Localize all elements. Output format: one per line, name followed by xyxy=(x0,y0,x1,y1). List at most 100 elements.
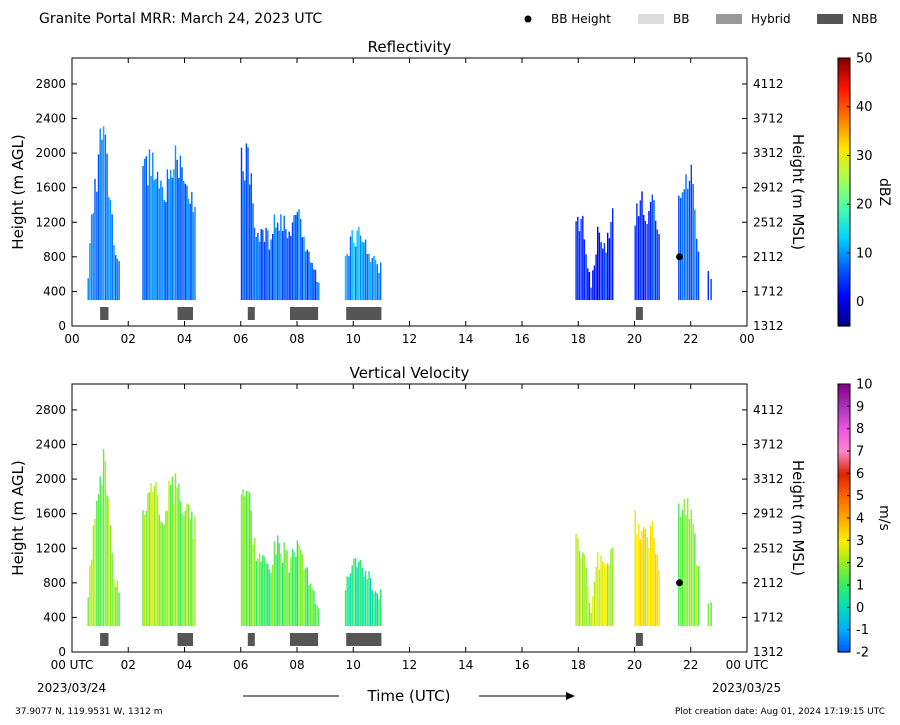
echo-segment xyxy=(240,489,320,627)
echo-column xyxy=(111,214,113,300)
colorbar-band xyxy=(838,500,850,503)
colorbar-band xyxy=(838,321,850,325)
echo-column xyxy=(176,487,178,627)
echo-column xyxy=(108,197,110,301)
y2-tick-label: 3712 xyxy=(753,112,784,126)
echo-column xyxy=(99,128,101,300)
echo-column xyxy=(262,229,264,301)
echo-column xyxy=(187,504,190,626)
echo-column xyxy=(639,200,641,300)
bright-band-bar xyxy=(346,307,382,320)
colorbar-band xyxy=(838,118,850,122)
echo-column xyxy=(113,245,115,301)
colorbar-band xyxy=(838,194,850,198)
time-arrow-head xyxy=(566,692,575,700)
echo-column xyxy=(605,565,607,626)
x-tick-label: 12 xyxy=(402,332,417,346)
colorbar-band xyxy=(838,218,850,222)
echo-column xyxy=(290,557,292,627)
colorbar-band xyxy=(838,133,850,137)
colorbar-band xyxy=(838,573,850,577)
colorbar-band xyxy=(838,100,850,104)
colorbar-band xyxy=(838,413,850,416)
echo-column xyxy=(168,480,170,627)
echo-column xyxy=(194,516,196,627)
echo-column xyxy=(316,605,318,627)
echo-column xyxy=(143,158,146,300)
echo-column xyxy=(194,206,196,300)
colorbar-band xyxy=(838,256,850,260)
colorbar-band xyxy=(838,647,850,651)
echo-column xyxy=(286,550,289,627)
echo-column xyxy=(280,214,282,301)
echo-column xyxy=(577,537,579,627)
x-tick-label: 10 xyxy=(346,332,361,346)
echo-column xyxy=(189,519,191,626)
bright-band-bar xyxy=(290,633,319,646)
colorbar-band xyxy=(838,513,850,517)
echo-column xyxy=(96,191,98,301)
colorbar-band xyxy=(838,495,850,499)
colorbar-band xyxy=(838,212,850,215)
colorbar-band xyxy=(838,627,850,631)
colorbar-tick-label: 3 xyxy=(856,534,864,549)
echo-column xyxy=(353,242,355,300)
echo-column xyxy=(303,569,305,627)
echo-column xyxy=(171,476,173,627)
echo-column xyxy=(314,269,317,301)
echo-column xyxy=(277,222,279,301)
colorbar-band xyxy=(838,200,850,204)
y-tick-label: 1600 xyxy=(35,507,66,521)
echo-column xyxy=(142,166,144,301)
colorbar-band xyxy=(838,408,850,412)
colorbar-tick-label: 40 xyxy=(856,100,873,115)
echo-column xyxy=(173,169,175,300)
colorbar-band xyxy=(838,462,850,465)
echo-column xyxy=(160,521,162,626)
echo-column xyxy=(366,579,368,627)
echo-column xyxy=(106,153,108,301)
colorbar-band xyxy=(838,62,850,66)
echo-column xyxy=(247,490,249,626)
colorbar-band xyxy=(838,386,850,390)
echo-column xyxy=(380,262,382,301)
colorbar-band xyxy=(838,107,850,110)
echo-column xyxy=(692,183,694,301)
echo-column xyxy=(595,566,597,627)
colorbar-band xyxy=(838,145,850,148)
colorbar-band xyxy=(838,415,850,419)
colorbar-band xyxy=(838,640,850,644)
colorbar-band xyxy=(838,189,850,193)
echo-column xyxy=(303,236,305,300)
echo-column xyxy=(288,231,290,301)
echo-column xyxy=(181,513,183,627)
colorbar-band xyxy=(838,89,850,93)
colorbar-tick-label: 4 xyxy=(856,512,864,527)
echo-column xyxy=(694,533,696,627)
colorbar-band xyxy=(838,138,850,142)
echo-column xyxy=(371,257,373,301)
colorbar-band xyxy=(838,247,850,251)
echo-column xyxy=(318,282,320,301)
colorbar-band xyxy=(838,136,850,139)
echo-column xyxy=(580,558,582,627)
echo-column xyxy=(598,232,601,301)
y2-tick-label: 2512 xyxy=(753,215,784,229)
colorbar-band xyxy=(838,104,850,108)
echo-column xyxy=(646,224,648,301)
colorbar-band xyxy=(838,279,850,282)
colorbar-band xyxy=(838,493,850,497)
colorbar-band xyxy=(838,149,850,153)
colorbar-band xyxy=(838,261,850,265)
colorbar-band xyxy=(838,91,850,95)
y-tick-label: 1600 xyxy=(35,181,66,195)
colorbar-band xyxy=(838,58,850,61)
echo-column xyxy=(191,192,193,300)
colorbar-band xyxy=(838,600,850,604)
echo-column xyxy=(301,237,303,301)
echo-column xyxy=(268,569,271,627)
echo-column xyxy=(361,241,363,300)
echo-column xyxy=(87,278,89,301)
colorbar-band xyxy=(838,174,850,177)
